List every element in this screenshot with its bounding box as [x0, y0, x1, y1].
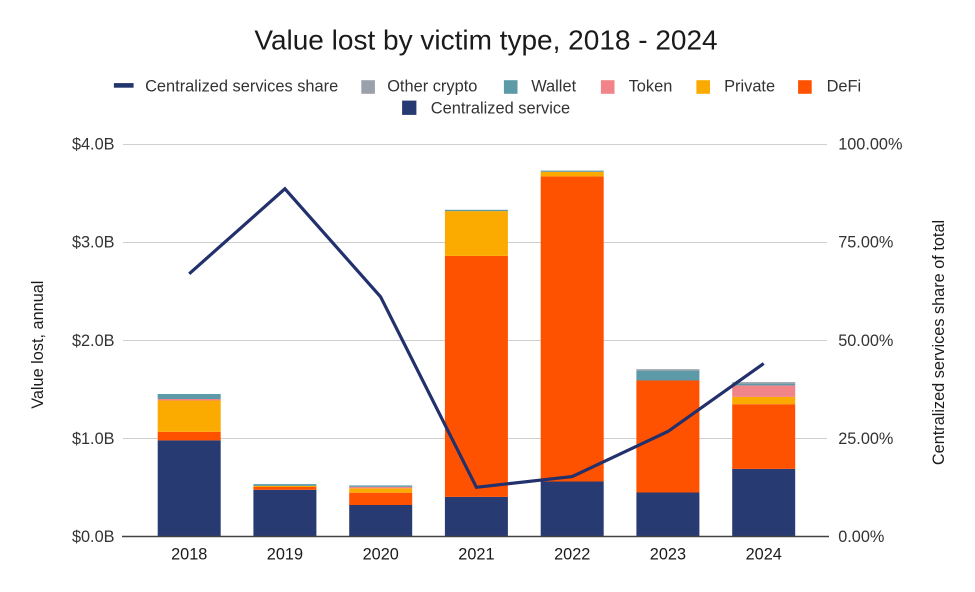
svg-text:$1.0B: $1.0B [72, 430, 115, 448]
svg-text:2021: 2021 [458, 545, 494, 563]
svg-text:DeFi: DeFi [827, 78, 862, 96]
svg-text:Other crypto: Other crypto [387, 78, 477, 96]
svg-text:$0.0B: $0.0B [72, 528, 115, 546]
svg-text:$2.0B: $2.0B [72, 332, 115, 350]
svg-text:25.00%: 25.00% [838, 430, 893, 448]
svg-text:Token: Token [629, 78, 673, 96]
svg-text:Value lost by victim type, 201: Value lost by victim type, 2018 - 2024 [254, 25, 717, 56]
svg-text:Value lost, annual: Value lost, annual [29, 281, 47, 409]
svg-text:Wallet: Wallet [531, 78, 576, 96]
svg-text:2023: 2023 [650, 545, 686, 563]
svg-text:Centralized services share of: Centralized services share of total [930, 220, 948, 465]
svg-text:100.00%: 100.00% [838, 135, 902, 153]
svg-text:0.00%: 0.00% [838, 528, 884, 546]
svg-text:Private: Private [724, 78, 775, 96]
svg-text:2018: 2018 [171, 545, 207, 563]
svg-text:2020: 2020 [363, 545, 399, 563]
svg-text:2019: 2019 [267, 545, 303, 563]
svg-text:50.00%: 50.00% [838, 332, 893, 350]
svg-text:75.00%: 75.00% [838, 234, 893, 252]
svg-text:2022: 2022 [554, 545, 590, 563]
svg-text:Centralized services share: Centralized services share [145, 78, 338, 96]
svg-text:2024: 2024 [746, 545, 782, 563]
svg-text:$3.0B: $3.0B [72, 234, 115, 252]
svg-text:Centralized service: Centralized service [431, 100, 570, 118]
svg-text:$4.0B: $4.0B [72, 135, 115, 153]
